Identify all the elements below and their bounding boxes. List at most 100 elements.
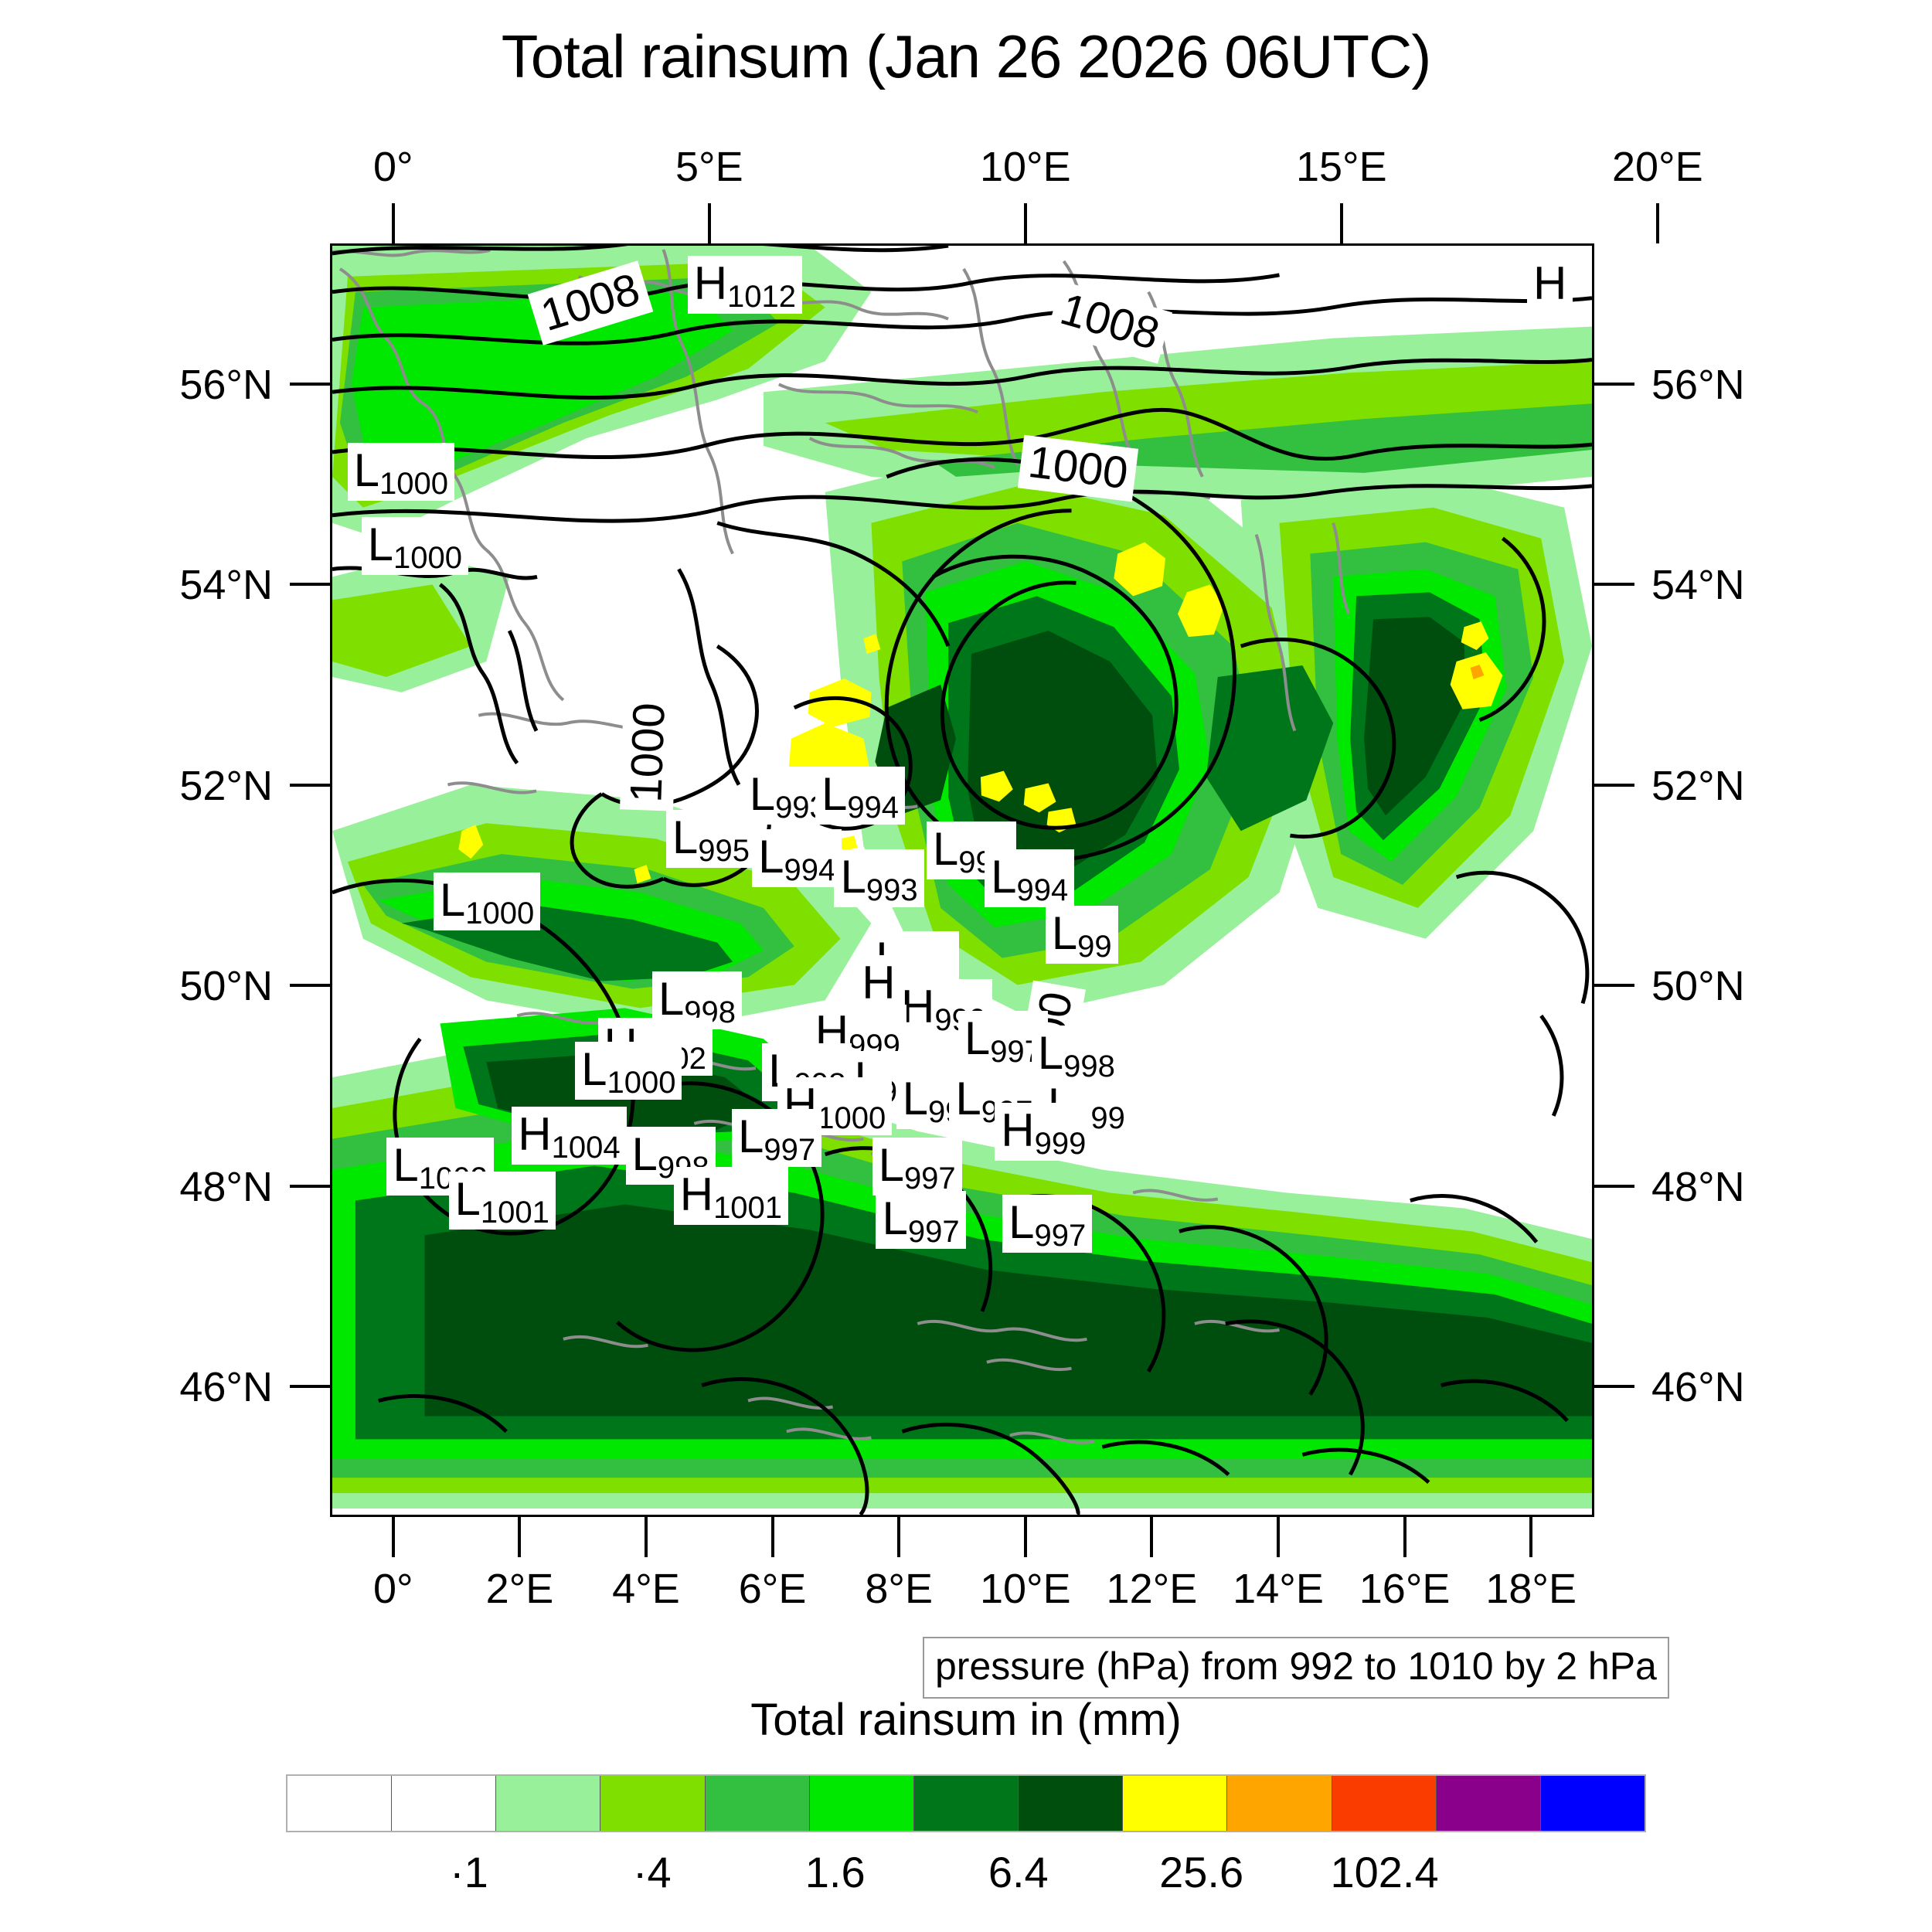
colorbar-tick-label: 6.4 bbox=[988, 1848, 1049, 1896]
contour-value-label: 1000 bbox=[619, 694, 678, 811]
colorbar-cell[interactable] bbox=[809, 1776, 914, 1831]
axis-tick bbox=[645, 1517, 648, 1557]
colorbar-cell[interactable] bbox=[600, 1776, 706, 1831]
axis-label-left-lat: 50°N bbox=[179, 963, 273, 1010]
axis-tick bbox=[1594, 1184, 1634, 1188]
colorbar-cell[interactable] bbox=[1123, 1776, 1228, 1831]
axis-tick bbox=[707, 203, 711, 243]
axis-tick bbox=[290, 382, 330, 386]
low-pressure-label: L1000 bbox=[433, 872, 541, 930]
high-pressure-label: H1004 bbox=[512, 1107, 627, 1165]
pressure-legend: pressure (hPa) from 992 to 1010 by 2 hPa bbox=[923, 1637, 1669, 1699]
axis-tick bbox=[770, 1517, 774, 1557]
axis-tick bbox=[1594, 382, 1634, 386]
axis-tick bbox=[290, 1385, 330, 1389]
low-pressure-label: L1001 bbox=[448, 1172, 556, 1230]
axis-tick bbox=[290, 984, 330, 988]
colorbar-cell[interactable] bbox=[496, 1776, 601, 1831]
axis-label-bottom-lon: 14°E bbox=[1233, 1566, 1324, 1612]
axis-label-top-lon: 0° bbox=[372, 144, 413, 190]
colorbar-tick-label: 102.4 bbox=[1330, 1848, 1439, 1896]
low-pressure-label: L995 bbox=[665, 810, 757, 869]
axis-tick bbox=[518, 1517, 522, 1557]
low-pressure-label: L997 bbox=[731, 1109, 822, 1168]
axis-label-left-lat: 52°N bbox=[179, 762, 273, 809]
colorbar-cell[interactable] bbox=[1332, 1776, 1437, 1831]
low-pressure-label: L998 bbox=[1031, 1025, 1121, 1083]
colorbar-title: Total rainsum in (mm) bbox=[750, 1695, 1182, 1745]
axis-label-top-lon: 10°E bbox=[979, 144, 1071, 190]
axis-label-bottom-lon: 0° bbox=[372, 1566, 413, 1612]
axis-label-bottom-lon: 2°E bbox=[485, 1566, 554, 1612]
axis-label-bottom-lon: 10°E bbox=[979, 1566, 1071, 1612]
axis-label-top-lon: 20°E bbox=[1611, 144, 1703, 190]
colorbar-tick-labels: ·1 ·4 1.6 6.4 25.6 102.4 bbox=[286, 1847, 1646, 1909]
page-title: Total rainsum (Jan 26 2026 06UTC) bbox=[501, 22, 1432, 90]
colorbar-tick-label: 1.6 bbox=[804, 1848, 866, 1896]
precip-band-verydark bbox=[424, 617, 1592, 1417]
axis-label-right-lat: 46°N bbox=[1651, 1364, 1745, 1411]
colorbar-tick-label: 25.6 bbox=[1159, 1848, 1244, 1896]
colorbar-cell[interactable] bbox=[1227, 1776, 1332, 1831]
low-pressure-label: L1000 bbox=[361, 517, 468, 576]
axis-label-bottom-lon: 18°E bbox=[1485, 1566, 1577, 1612]
high-pressure-label: H1001 bbox=[673, 1166, 789, 1225]
colorbar[interactable] bbox=[286, 1774, 1646, 1832]
colorbar-cell[interactable] bbox=[1019, 1776, 1124, 1831]
colorbar-cell[interactable] bbox=[1540, 1776, 1645, 1831]
low-pressure-label: L993 bbox=[834, 849, 924, 908]
axis-tick bbox=[391, 1517, 395, 1557]
axis-label-left-lat: 56°N bbox=[179, 361, 273, 408]
axis-label-left-lat: 48°N bbox=[179, 1163, 273, 1210]
axis-label-right-lat: 48°N bbox=[1651, 1163, 1745, 1210]
axis-label-right-lat: 50°N bbox=[1651, 963, 1745, 1010]
low-pressure-label: L997 bbox=[872, 1137, 962, 1196]
axis-label-bottom-lon: 4°E bbox=[612, 1566, 680, 1612]
axis-label-left-lat: 46°N bbox=[179, 1364, 273, 1411]
axis-tick bbox=[1594, 583, 1634, 587]
axis-label-top-lon: 5°E bbox=[675, 144, 743, 190]
axis-label-right-lat: 56°N bbox=[1651, 361, 1745, 408]
axis-tick bbox=[1023, 1517, 1027, 1557]
high-pressure-label: H bbox=[1527, 256, 1573, 315]
low-pressure-label: L99 bbox=[1045, 905, 1118, 964]
axis-tick bbox=[290, 1184, 330, 1188]
axis-label-right-lat: 52°N bbox=[1651, 762, 1745, 809]
colorbar-cell[interactable] bbox=[705, 1776, 810, 1831]
axis-tick bbox=[1594, 1385, 1634, 1389]
colorbar-tick-label: ·1 bbox=[449, 1848, 488, 1896]
axis-label-right-lat: 54°N bbox=[1651, 562, 1745, 609]
axis-label-left-lat: 54°N bbox=[179, 562, 273, 609]
axis-tick bbox=[1529, 1517, 1533, 1557]
axis-label-top-lon: 15°E bbox=[1295, 144, 1387, 190]
colorbar-tick-label: ·4 bbox=[632, 1848, 672, 1896]
axis-tick bbox=[290, 583, 330, 587]
axis-tick bbox=[1023, 203, 1027, 243]
high-pressure-label: H999 bbox=[995, 1103, 1093, 1162]
low-pressure-label: L994 bbox=[985, 849, 1075, 908]
axis-tick bbox=[1594, 984, 1634, 988]
low-pressure-label: L1000 bbox=[347, 443, 454, 502]
low-pressure-label: L994 bbox=[752, 828, 842, 887]
colorbar-cell[interactable] bbox=[1436, 1776, 1541, 1831]
axis-label-bottom-lon: 6°E bbox=[738, 1566, 807, 1612]
low-pressure-label: L1000 bbox=[575, 1042, 682, 1100]
axis-tick bbox=[290, 783, 330, 787]
precip-band-orange bbox=[1470, 665, 1485, 679]
axis-tick bbox=[1594, 783, 1634, 787]
colorbar-cell[interactable] bbox=[287, 1776, 393, 1831]
low-pressure-label: L994 bbox=[815, 767, 906, 825]
colorbar-cell[interactable] bbox=[392, 1776, 497, 1831]
axis-tick bbox=[1277, 1517, 1280, 1557]
axis-label-bottom-lon: 8°E bbox=[865, 1566, 934, 1612]
axis-tick bbox=[1339, 203, 1343, 243]
axis-tick bbox=[1403, 1517, 1406, 1557]
map-plot-area[interactable]: 10081008100010001000 H1012HL1000L1000L99… bbox=[330, 243, 1594, 1517]
axis-tick bbox=[1655, 203, 1659, 243]
axis-label-bottom-lon: 12°E bbox=[1106, 1566, 1198, 1612]
high-pressure-label: H1012 bbox=[687, 256, 803, 315]
axis-tick bbox=[391, 203, 395, 243]
low-pressure-label: L997 bbox=[876, 1190, 966, 1249]
axis-tick bbox=[897, 1517, 901, 1557]
colorbar-cell[interactable] bbox=[913, 1776, 1019, 1831]
